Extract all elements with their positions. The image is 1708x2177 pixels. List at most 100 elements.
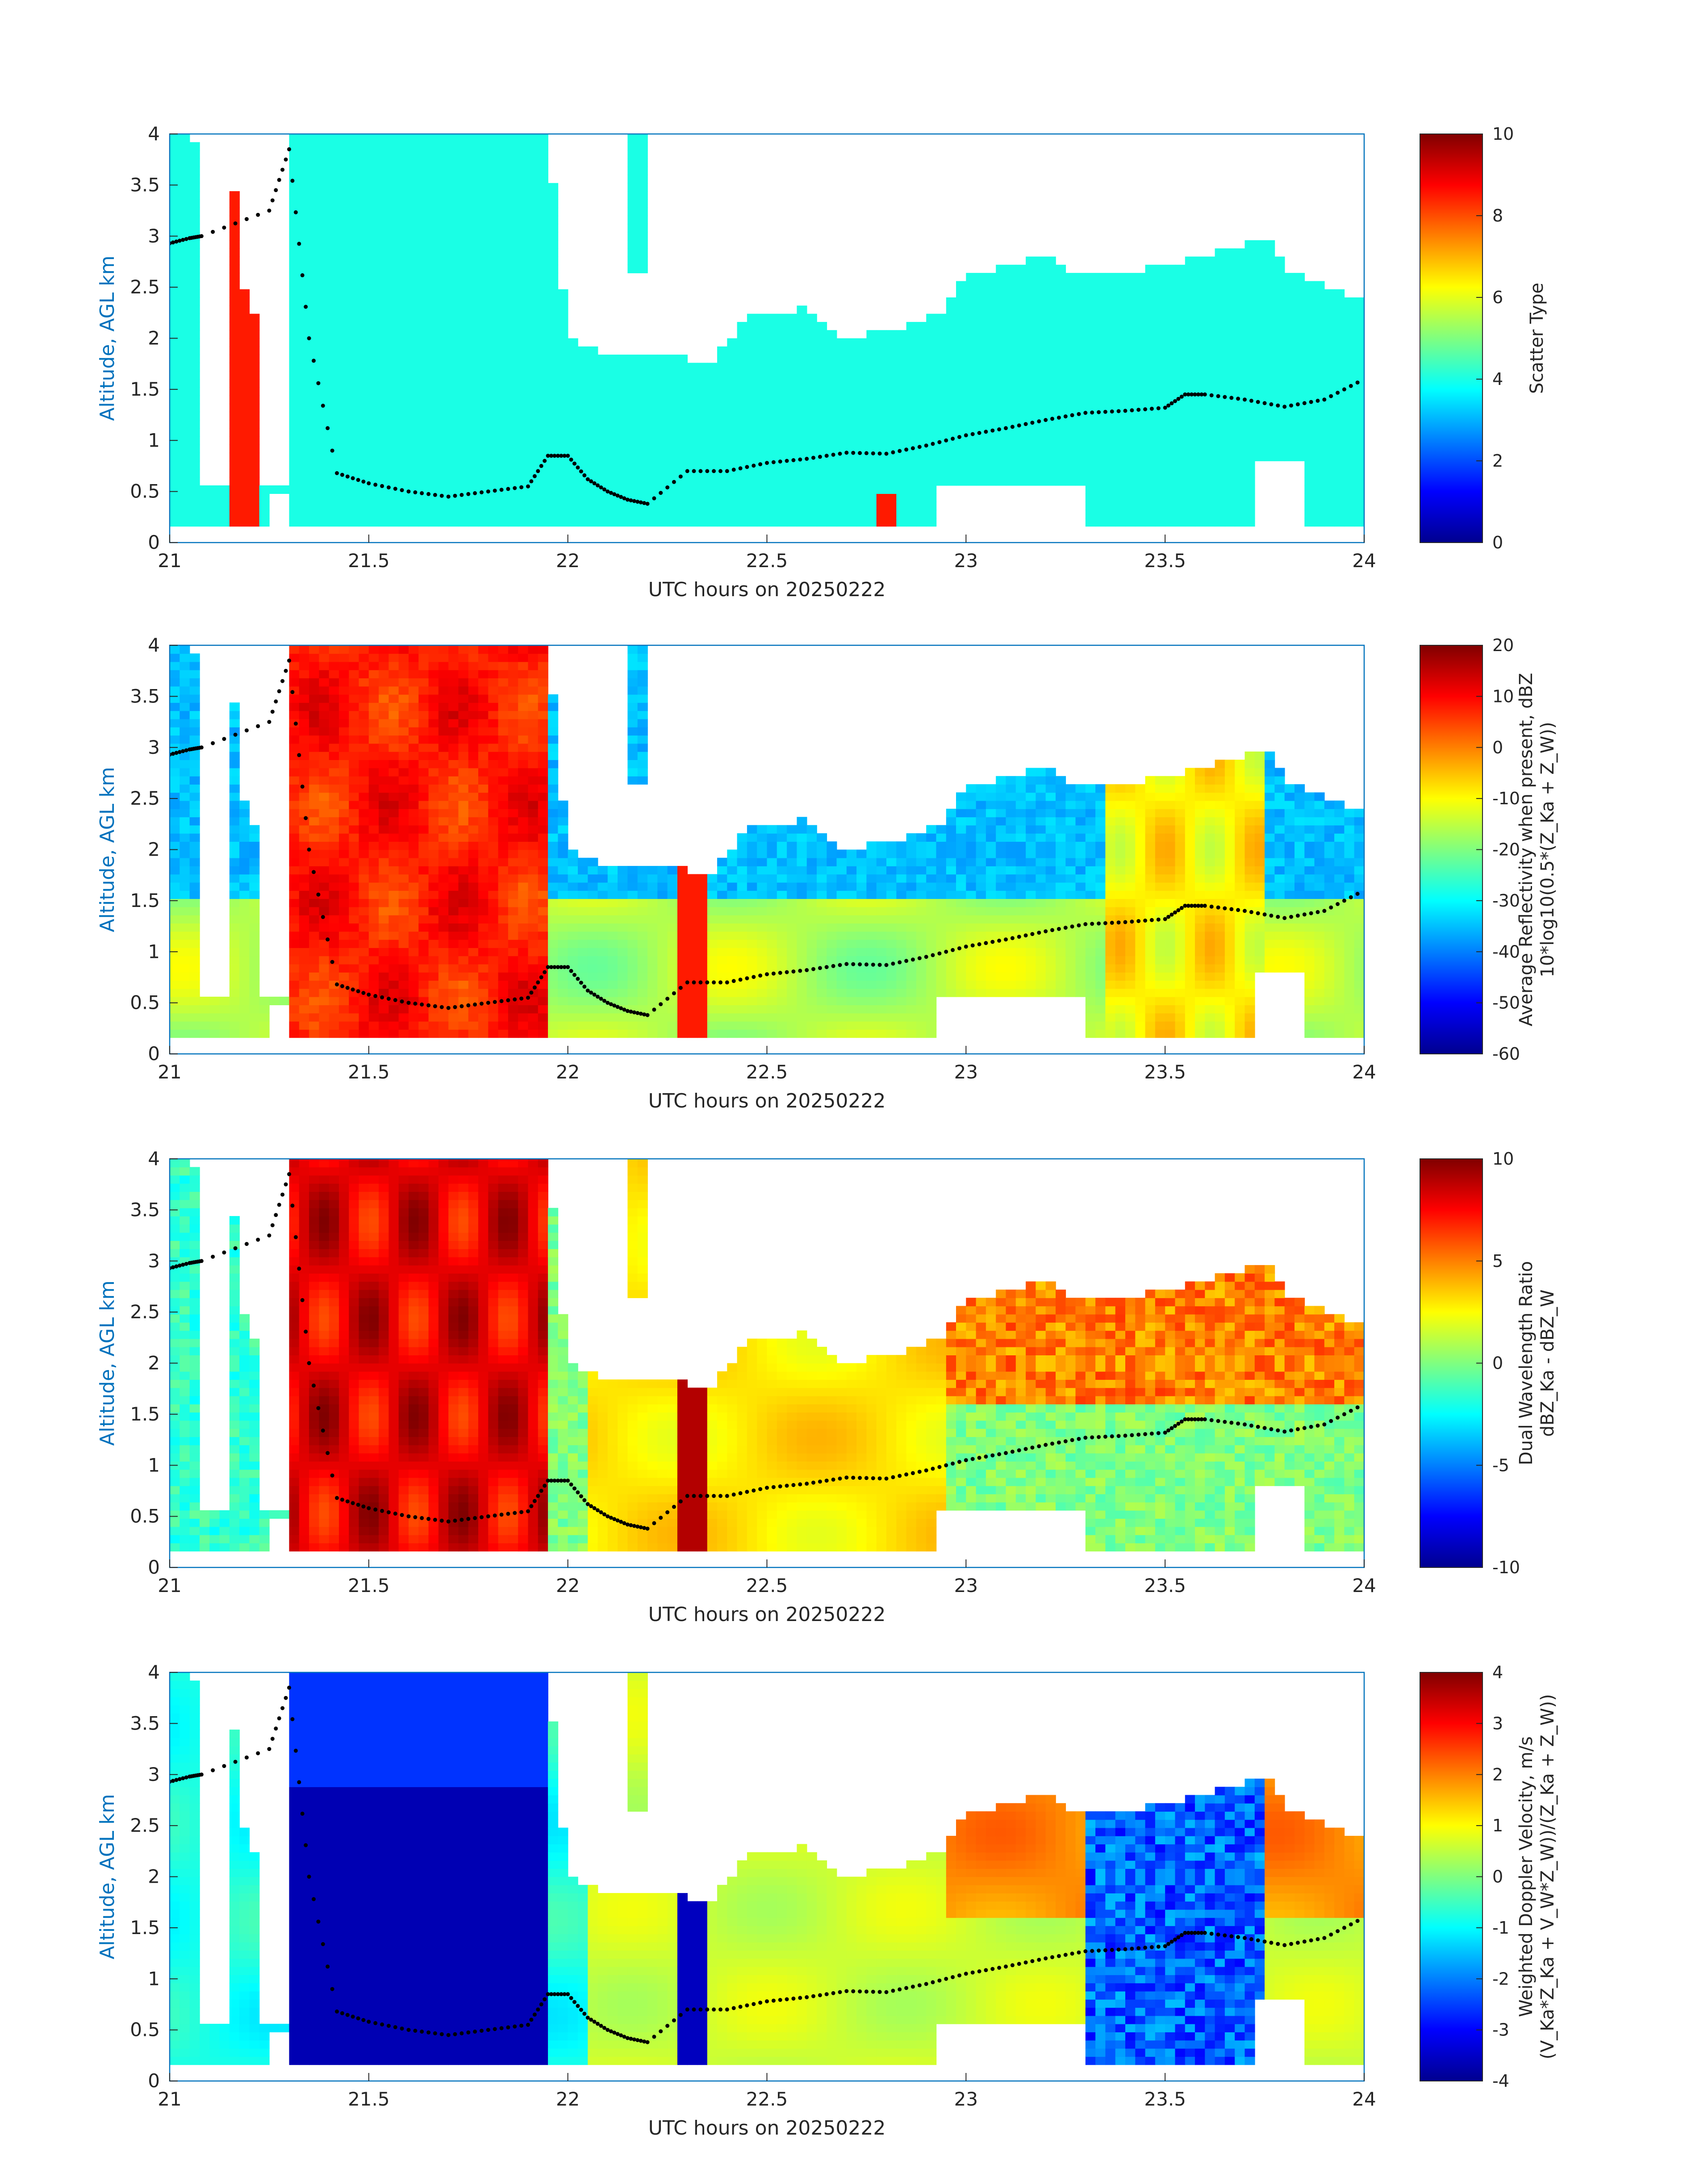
heatmap-cell (1195, 403, 1206, 412)
heatmap-cell (1125, 363, 1136, 372)
heatmap-cell (787, 395, 798, 404)
heatmap-cell (926, 338, 937, 347)
heatmap-cell (817, 403, 827, 412)
trace-point (898, 449, 902, 453)
heatmap-cell (299, 825, 309, 834)
heatmap-cell (368, 727, 379, 736)
heatmap-cell (438, 330, 449, 339)
heatmap-cell (388, 776, 399, 785)
heatmap-cell (309, 436, 320, 445)
heatmap-cell (458, 297, 469, 306)
heatmap-cell (418, 175, 429, 184)
heatmap-cell (1175, 281, 1186, 290)
heatmap-cell (229, 817, 240, 826)
heatmap-cell (856, 363, 867, 372)
heatmap-cell (996, 363, 1006, 372)
heatmap-cell (289, 686, 300, 695)
heatmap-cell (448, 444, 459, 453)
heatmap-cell (309, 289, 320, 298)
heatmap-cell (339, 477, 350, 486)
heatmap-cell (1165, 444, 1176, 453)
heatmap-cell (458, 313, 469, 322)
heatmap-cell (747, 428, 757, 437)
heatmap-cell (359, 964, 369, 973)
heatmap-cell (1155, 493, 1165, 502)
heatmap-cell (1284, 313, 1295, 322)
heatmap-cell (1135, 281, 1146, 290)
heatmap-cell (398, 956, 409, 965)
heatmap-cell (538, 428, 548, 437)
heatmap-cell (189, 898, 200, 907)
heatmap-cell (1045, 428, 1056, 437)
heatmap-cell (558, 493, 568, 502)
heatmap-cell (418, 273, 429, 282)
heatmap-cell (428, 735, 439, 744)
heatmap-cell (229, 710, 240, 719)
heatmap-cell (777, 338, 787, 347)
heatmap-cell (438, 874, 449, 883)
heatmap-cell (976, 395, 986, 404)
heatmap-cell (1075, 461, 1086, 470)
heatmap-cell (239, 510, 250, 518)
heatmap-cell (1224, 313, 1235, 322)
heatmap-cell (1175, 428, 1186, 437)
heatmap-cell (418, 305, 429, 314)
heatmap-cell (538, 322, 548, 330)
heatmap-cell (647, 371, 658, 380)
heatmap-cell (806, 363, 817, 372)
heatmap-cell (627, 477, 638, 486)
heatmap-cell (1065, 338, 1076, 347)
heatmap-cell (229, 784, 240, 793)
heatmap-cell (249, 493, 260, 502)
heatmap-cell (996, 403, 1006, 412)
heatmap-cell (319, 800, 330, 809)
heatmap-cell (1036, 305, 1046, 314)
heatmap-cell (339, 485, 350, 494)
heatmap-cell (468, 403, 479, 412)
heatmap-cell (1026, 403, 1036, 412)
heatmap-cell (618, 428, 628, 437)
heatmap-cell (1354, 330, 1364, 339)
heatmap-cell (418, 297, 429, 306)
heatmap-cell (528, 452, 539, 461)
heatmap-cell (836, 444, 847, 453)
heatmap-cell (896, 403, 907, 412)
trace-point (712, 469, 716, 473)
heatmap-cell (309, 199, 320, 208)
heatmap-cell (538, 183, 548, 192)
heatmap-cell (1295, 313, 1305, 322)
heatmap-cell (607, 461, 618, 470)
heatmap-cell (189, 874, 200, 883)
heatmap-cell (189, 923, 200, 932)
heatmap-cell (1065, 428, 1076, 437)
heatmap-cell (647, 510, 658, 518)
heatmap-cell (697, 436, 708, 445)
heatmap-cell (189, 444, 200, 453)
heatmap-cell (388, 1005, 399, 1014)
heatmap-cell (388, 956, 399, 965)
trace-point (858, 451, 862, 455)
trace-point (771, 460, 776, 464)
heatmap-cell (299, 939, 309, 948)
heatmap-cell (368, 322, 379, 330)
heatmap-cell (1244, 273, 1255, 282)
heatmap-cell (896, 379, 907, 388)
heatmap-cell (986, 371, 996, 380)
heatmap-cell (856, 387, 867, 396)
heatmap-cell (458, 224, 469, 233)
heatmap-cell (1244, 493, 1255, 502)
heatmap-cell (458, 452, 469, 461)
heatmap-cell (896, 485, 907, 494)
heatmap-cell (866, 363, 877, 372)
heatmap-cell (1065, 387, 1076, 396)
heatmap-cell (528, 338, 539, 347)
heatmap-cell (180, 338, 190, 347)
heatmap-cell (1185, 305, 1195, 314)
heatmap-cell (289, 167, 300, 175)
heatmap-cell (896, 363, 907, 372)
heatmap-cell (189, 972, 200, 981)
heatmap-cell (349, 743, 359, 752)
heatmap-cell (498, 387, 509, 396)
heatmap-cell (836, 518, 847, 527)
trace-point (579, 469, 583, 474)
